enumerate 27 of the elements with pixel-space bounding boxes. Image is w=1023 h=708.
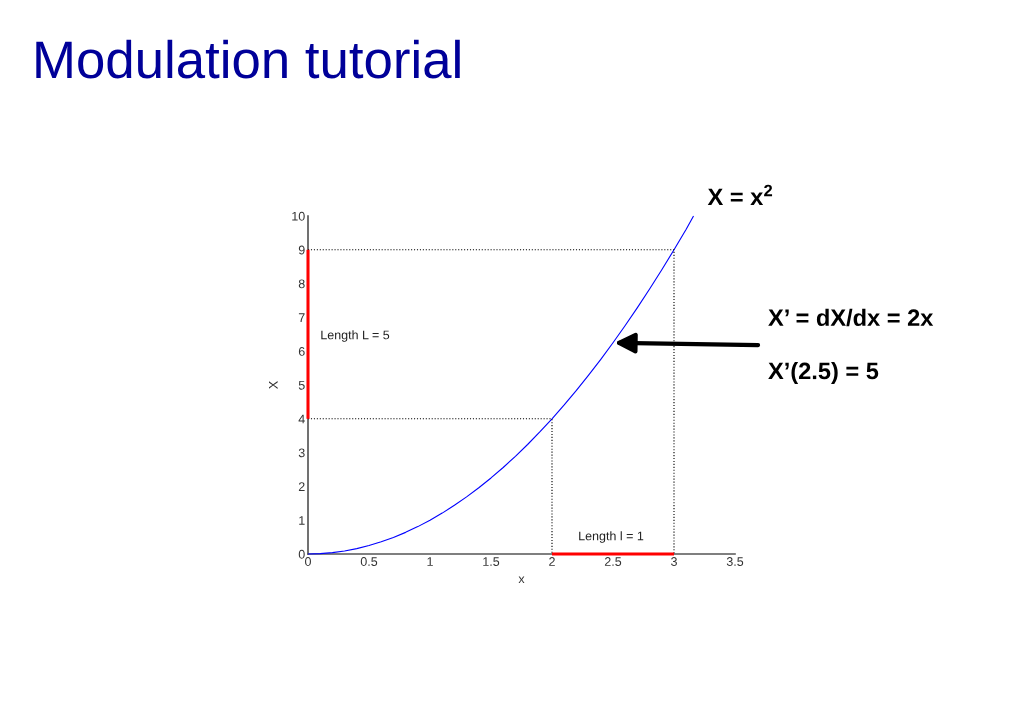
annotation: Length L = 5 — [321, 330, 390, 342]
y-tick-label: 4 — [298, 414, 305, 424]
chart-title: Modulation tutorial — [36, 39, 460, 79]
text: X’(2.5) = 5 — [768, 361, 879, 384]
y-tick-label: 10 — [292, 211, 305, 221]
x-axis-title: x — [518, 576, 525, 584]
y-tick-label: 9 — [298, 245, 305, 255]
y-tick-label: 8 — [298, 279, 305, 289]
x-tick-label: 1 — [427, 557, 433, 566]
x-tick-label: 3.5 — [726, 557, 744, 566]
y-tick-label: 7 — [298, 313, 305, 322]
x-tick-label: 3 — [671, 557, 677, 566]
x-tick-label: 0.5 — [360, 557, 378, 566]
x-tick-label: 1.5 — [483, 557, 500, 566]
annotation: X’ = dX/dx = 2x — [768, 308, 934, 327]
y-tick-label: 5 — [298, 380, 305, 390]
y-tick-label: 0 — [298, 549, 305, 559]
x-tick-label: 2 — [549, 557, 555, 566]
series-label: X = x$^{2}$ — [707, 184, 773, 205]
y-tick-label: 2 — [298, 482, 305, 491]
y-tick-label: 6 — [298, 347, 305, 356]
x-tick-label: 0 — [305, 557, 311, 566]
y-tick-label: 3 — [298, 448, 305, 458]
y-axis-title: X — [269, 381, 278, 389]
x-tick-label: 2.5 — [604, 557, 622, 566]
annotation: Length l = 1 — [579, 531, 644, 543]
y-tick-label: 1 — [299, 516, 305, 525]
